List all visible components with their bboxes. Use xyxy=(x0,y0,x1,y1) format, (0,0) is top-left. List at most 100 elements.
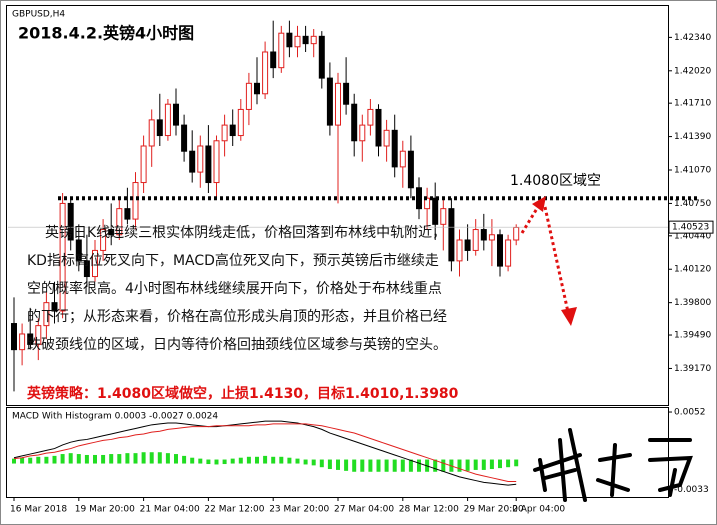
histogram-bar xyxy=(20,457,25,464)
y-tick-label: 0.0052 xyxy=(674,408,706,418)
histogram-bar xyxy=(360,459,365,472)
histogram-bar xyxy=(287,457,292,464)
candle-body xyxy=(472,229,479,251)
y-tick-label: 1.40120 xyxy=(674,265,711,275)
histogram-bar xyxy=(279,456,284,464)
candle-body xyxy=(27,333,34,345)
candle-body xyxy=(43,302,50,327)
candle-body xyxy=(75,239,82,262)
histogram-bar xyxy=(271,456,276,464)
histogram-bar xyxy=(222,459,227,465)
histogram-bar xyxy=(52,455,57,464)
histogram-bar xyxy=(174,454,178,464)
histogram-bar xyxy=(376,459,381,472)
candle-body xyxy=(132,182,139,220)
candle-body xyxy=(164,103,171,137)
x-tick-label: 16 Mar 2018 xyxy=(10,505,67,515)
candle-body xyxy=(456,239,463,262)
main-plot xyxy=(6,5,669,406)
histogram-bar xyxy=(68,453,73,464)
x-tick-label: 2 Apr 04:00 xyxy=(512,505,565,515)
histogram-bar xyxy=(336,459,340,470)
candle-body xyxy=(286,32,293,48)
y-tick-label: 1.39490 xyxy=(674,331,711,341)
histogram-bar xyxy=(473,459,478,470)
candle-body xyxy=(229,124,236,137)
candle-body xyxy=(359,124,366,142)
histogram-bar xyxy=(246,456,251,464)
histogram-bar xyxy=(417,459,421,472)
candle-body xyxy=(278,32,285,69)
candle-body xyxy=(92,249,98,278)
histogram-bar xyxy=(214,459,219,465)
histogram-bar xyxy=(489,459,494,470)
histogram-bar xyxy=(255,456,259,464)
candle-body xyxy=(213,140,220,184)
candle-body xyxy=(432,197,439,225)
candle-body xyxy=(513,226,520,241)
candle-body xyxy=(181,124,188,152)
histogram-bar xyxy=(60,454,65,464)
symbol: GBPUSD,H4 xyxy=(12,10,65,20)
x-tick-label: 22 Mar 12:00 xyxy=(204,505,264,515)
candle-body xyxy=(326,77,333,126)
y-tick-label: 1.40750 xyxy=(674,199,711,209)
y-tick-label: 1.39170 xyxy=(674,364,711,374)
histogram-bar xyxy=(141,452,146,464)
candle-body xyxy=(83,260,90,278)
histogram-bar xyxy=(311,459,316,466)
strategy: 英镑策略：1.4080区域做空，止损1.4130，目标1.4010,1.3980 xyxy=(26,385,459,402)
macd-line xyxy=(13,423,517,482)
histogram-bar xyxy=(133,453,138,464)
histogram-bar xyxy=(368,459,373,472)
histogram-bar xyxy=(327,459,332,470)
histogram-bar xyxy=(165,453,170,464)
histogram-bar xyxy=(457,459,462,472)
histogram-bar xyxy=(101,454,106,464)
y-tick-label: 1.41710 xyxy=(674,99,711,109)
signature xyxy=(533,428,693,502)
y-tick-label: 1.41070 xyxy=(674,166,711,176)
note-line: 空的概率很高。4小时图布林线继续展开向下，价格处于布林线重点 xyxy=(27,280,442,297)
histogram-bar xyxy=(433,459,438,472)
level-label: 1.4080区域空 xyxy=(510,173,601,189)
histogram-bar xyxy=(303,459,308,465)
y-tick-label: 1.40440 xyxy=(674,231,711,241)
histogram-bar xyxy=(295,458,300,464)
y-tick-label: 1.41390 xyxy=(674,132,711,142)
candle-body xyxy=(310,35,317,45)
candle-body xyxy=(294,35,301,48)
candle-body xyxy=(51,302,58,312)
histogram-bar xyxy=(28,457,33,464)
candle-body xyxy=(140,145,147,184)
macd-line xyxy=(13,420,517,486)
note-line: 跌破颈线位的区域，日内等待价格回抽颈线位区域参与英镑的空头。 xyxy=(27,336,447,353)
chart-title: 2018.4.2.英镑4小时图 xyxy=(18,24,194,43)
x-tick-label: 27 Mar 04:00 xyxy=(334,505,394,515)
histogram-bar xyxy=(238,457,243,464)
candle-body xyxy=(505,239,512,267)
histogram-bar xyxy=(230,458,235,464)
candle-body xyxy=(254,82,260,95)
histogram-bar xyxy=(84,454,89,464)
candle-body xyxy=(197,145,204,173)
histogram-bar xyxy=(384,459,389,472)
x-tick-label: 19 Mar 20:00 xyxy=(75,505,135,515)
candle-body xyxy=(237,108,244,137)
histogram-bar xyxy=(198,458,203,464)
y-tick-label: 1.42340 xyxy=(674,33,711,43)
candle-body xyxy=(173,103,179,126)
histogram-bar xyxy=(109,454,114,464)
histogram-bar xyxy=(76,454,81,464)
candle-body xyxy=(124,208,131,220)
candle-body xyxy=(67,202,74,241)
histogram-bar xyxy=(263,455,268,464)
note-line: KD指标高位死叉向下，MACD高位死叉向下，预示英镑后市继续走 xyxy=(27,252,439,269)
candle-body xyxy=(335,82,341,126)
candle-body xyxy=(407,150,414,189)
arrow-head xyxy=(532,196,546,212)
x-tick-label: 28 Mar 12:00 xyxy=(399,505,459,515)
histogram-bar xyxy=(190,457,195,464)
histogram-bar xyxy=(157,452,162,464)
